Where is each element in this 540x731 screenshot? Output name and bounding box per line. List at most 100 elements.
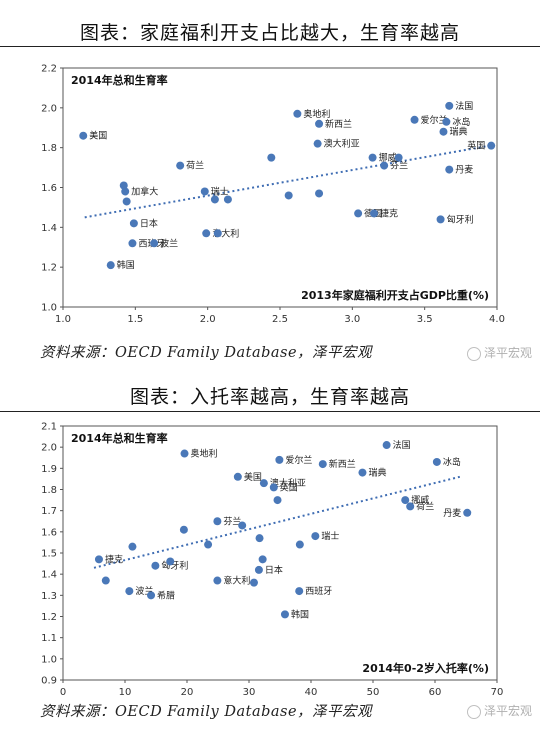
point-label: 匈牙利 (447, 213, 474, 225)
data-point (370, 209, 379, 218)
y-tick-label: 1.6 (41, 527, 57, 538)
x-tick-label: 0 (60, 687, 66, 696)
data-point (445, 165, 454, 174)
chart2-title: 图表：入托率越高，生育率越高 (129, 386, 410, 408)
point-label: 加拿大 (131, 185, 158, 197)
data-point (354, 209, 363, 218)
data-point (255, 534, 264, 543)
data-point (258, 555, 267, 564)
point-label: 新西兰 (329, 458, 356, 470)
point-label: 奥地利 (303, 108, 330, 120)
point-label: 爱尔兰 (421, 114, 448, 126)
chart1-title: 图表：家庭福利开支占比越大，生育率越高 (79, 22, 460, 44)
data-point (101, 576, 110, 585)
x-tick-label: 1.0 (55, 314, 71, 325)
source-note-1: 资料来源：OECD Family Database，泽平宏观 (40, 345, 373, 361)
watermark-icon (466, 704, 481, 719)
data-point (121, 187, 130, 196)
data-point (259, 479, 268, 488)
point-label: 挪威 (411, 494, 429, 506)
data-point (213, 517, 222, 526)
data-point (202, 229, 211, 238)
x-tick-label: 3.0 (344, 314, 360, 325)
watermark-text: 泽平宏观 (483, 704, 532, 718)
trend-line (93, 475, 461, 569)
y-tick-label: 1.2 (41, 612, 57, 623)
y-tick-label: 1.1 (41, 633, 57, 644)
y-tick-label: 1.7 (41, 506, 57, 517)
y-axis-label: 2014年总和生育率 (71, 431, 168, 445)
y-tick-label: 2.1 (41, 422, 57, 433)
y-tick-label: 1.2 (41, 263, 57, 274)
data-point (436, 215, 445, 224)
x-tick-label: 50 (367, 687, 380, 696)
point-label: 意大利 (223, 575, 250, 587)
data-point (380, 161, 389, 170)
data-point (106, 261, 115, 270)
y-tick-label: 2.2 (41, 64, 57, 75)
point-label: 芬兰 (390, 160, 408, 172)
y-tick-label: 1.4 (41, 223, 57, 234)
data-point (129, 219, 138, 228)
point-label: 法国 (455, 100, 473, 112)
y-tick-label: 2.0 (41, 103, 57, 114)
data-point (119, 181, 128, 190)
data-point (128, 239, 137, 248)
y-tick-label: 1.0 (41, 303, 57, 314)
data-point (311, 532, 320, 541)
point-label: 奥地利 (191, 448, 218, 460)
point-label: 丹麦 (455, 164, 473, 176)
watermark-text: 泽平宏观 (483, 346, 532, 360)
point-label: 瑞典 (449, 126, 467, 138)
data-point (313, 139, 322, 148)
data-point (122, 197, 131, 206)
x-axis-label: 2013年家庭福利开支占GDP比重(%) (301, 288, 489, 302)
x-tick-label: 1.5 (127, 314, 143, 325)
watermark-1: 泽平宏观 (466, 344, 532, 361)
y-tick-label: 1.9 (41, 464, 57, 475)
data-point (406, 502, 415, 511)
x-tick-label: 40 (305, 687, 318, 696)
x-tick-label: 4.0 (489, 314, 505, 325)
title-rule-1 (0, 46, 540, 47)
data-point (147, 591, 156, 600)
x-tick-label: 20 (181, 687, 194, 696)
data-point (487, 141, 496, 150)
data-point (254, 565, 263, 574)
data-point (315, 189, 324, 198)
watermark-2: 泽平宏观 (466, 702, 532, 719)
point-label: 瑞士 (211, 185, 229, 197)
x-tick-label: 3.5 (417, 314, 433, 325)
data-point (442, 117, 451, 126)
point-label: 芬兰 (223, 515, 241, 527)
point-label: 美国 (244, 471, 262, 483)
plot-frame (62, 425, 498, 681)
point-label: 日本 (140, 217, 158, 229)
data-point (273, 496, 282, 505)
point-label: 英国 (467, 140, 485, 152)
y-tick-label: 1.6 (41, 183, 57, 194)
point-label: 丹麦 (443, 507, 461, 519)
point-label: 瑞士 (321, 530, 339, 542)
title-rule-2 (0, 411, 540, 412)
y-tick-label: 1.4 (41, 570, 57, 581)
y-tick-label: 2.0 (41, 443, 57, 454)
data-point (213, 576, 222, 585)
y-tick-label: 1.0 (41, 654, 57, 665)
data-point (180, 449, 189, 458)
point-label: 英国 (280, 481, 298, 493)
watermark-icon (466, 346, 481, 361)
data-point (432, 457, 441, 466)
data-point (176, 161, 185, 170)
data-point (410, 115, 419, 124)
data-point (284, 191, 293, 200)
point-label: 希腊 (157, 589, 175, 601)
data-point (204, 540, 213, 549)
data-point (394, 153, 403, 162)
point-label: 澳大利亚 (324, 138, 360, 150)
data-point (463, 508, 472, 517)
data-point (293, 109, 302, 118)
point-label: 捷克 (380, 207, 398, 219)
data-point (358, 468, 367, 477)
point-label: 新西兰 (325, 118, 352, 130)
